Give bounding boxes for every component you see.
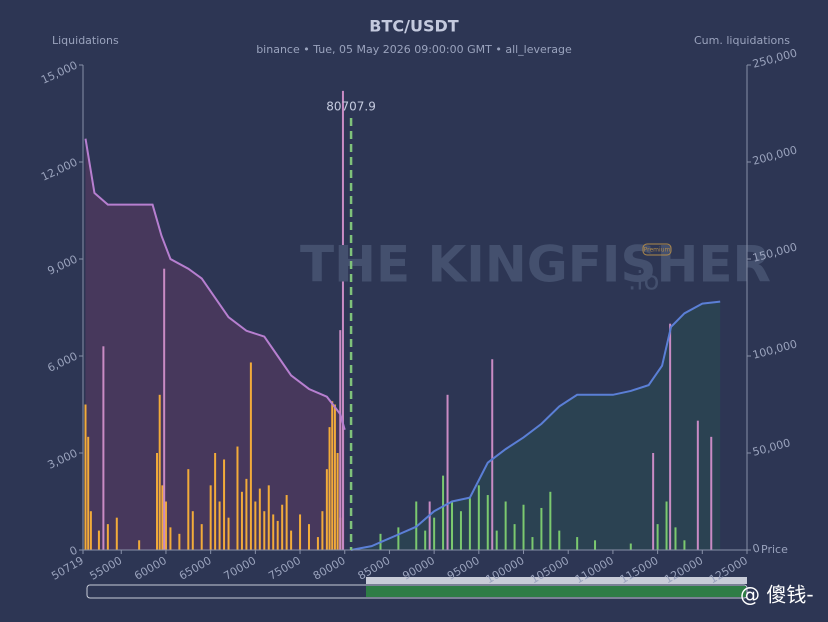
y-axis-label: Liquidations <box>52 34 119 47</box>
y2-axis-label: Cum. liquidations <box>694 34 790 47</box>
bar <box>442 475 445 550</box>
bar <box>115 517 118 550</box>
bar <box>272 514 275 550</box>
bar <box>299 514 302 550</box>
bar <box>710 436 713 550</box>
range-handle[interactable] <box>366 577 747 584</box>
watermark: THE KINGFISHER <box>300 236 771 294</box>
bar <box>665 501 668 550</box>
bar <box>163 268 166 550</box>
x-axis-label: Price <box>761 543 788 556</box>
bar <box>84 404 87 550</box>
range-selection[interactable] <box>366 586 746 597</box>
badge: Premium <box>644 247 671 254</box>
bar <box>254 501 257 550</box>
bar <box>576 537 579 550</box>
bar <box>178 533 181 550</box>
bar <box>339 330 342 550</box>
bar <box>656 524 659 550</box>
bar <box>209 485 212 550</box>
bar <box>245 478 248 550</box>
bar <box>486 495 489 550</box>
bar <box>200 524 203 550</box>
bar <box>433 517 436 550</box>
bar <box>491 359 494 550</box>
cum-line <box>350 300 721 551</box>
bar <box>321 511 324 550</box>
bar <box>594 540 597 550</box>
bar <box>331 401 334 550</box>
bar <box>652 453 655 550</box>
bar <box>218 501 221 550</box>
bar <box>187 469 190 550</box>
bar <box>683 540 686 550</box>
cum-line <box>84 138 346 430</box>
bar <box>161 485 164 550</box>
chart-subtitle: binance • Tue, 05 May 2026 09:00:00 GMT … <box>256 43 572 56</box>
bar <box>549 491 552 550</box>
bar <box>540 507 543 550</box>
bar <box>263 511 266 550</box>
y-tick-label: 0 <box>68 544 80 559</box>
chart-title: BTC/USDT <box>369 17 458 36</box>
bar <box>106 524 109 550</box>
bar <box>97 530 100 550</box>
bar <box>522 504 525 550</box>
watermark-suffix: .io <box>628 267 659 297</box>
bar <box>138 540 141 550</box>
bar <box>281 504 284 550</box>
bar <box>477 485 480 550</box>
bar <box>328 427 331 550</box>
bar <box>451 501 454 550</box>
badge-box <box>642 243 672 256</box>
bar <box>240 491 243 550</box>
bar <box>227 517 230 550</box>
bar <box>428 501 431 550</box>
bar <box>87 436 90 550</box>
bar <box>223 459 226 550</box>
bar <box>336 453 339 550</box>
bar <box>696 420 699 550</box>
bar <box>325 469 328 550</box>
bar <box>249 362 252 550</box>
bar <box>468 498 471 550</box>
bar <box>156 453 159 550</box>
bar <box>169 527 172 550</box>
bar <box>424 530 427 550</box>
bar <box>307 524 310 550</box>
bar <box>236 446 239 550</box>
bar <box>495 530 498 550</box>
current-price-label: 80707.9 <box>326 100 376 114</box>
bar <box>669 323 672 550</box>
bar <box>285 495 288 550</box>
bar <box>531 537 534 550</box>
bar <box>158 394 161 550</box>
bar <box>276 520 279 550</box>
bar <box>341 90 344 550</box>
credit: @ 傻钱- <box>740 583 814 607</box>
bar <box>446 394 449 550</box>
bar <box>674 527 677 550</box>
cum-area <box>85 138 345 550</box>
bar <box>629 543 632 550</box>
bar <box>316 537 319 550</box>
bar <box>504 501 507 550</box>
cum-area <box>351 301 721 550</box>
bar <box>397 527 400 550</box>
plot <box>84 90 721 551</box>
bar <box>89 511 92 550</box>
bar <box>459 511 462 550</box>
bar <box>290 530 293 550</box>
bar <box>191 511 194 550</box>
bar <box>102 346 105 550</box>
bar <box>513 524 516 550</box>
bar <box>258 488 261 550</box>
bar <box>214 453 217 550</box>
bar <box>558 530 561 550</box>
bar <box>164 501 167 550</box>
y2-tick-label: 0 <box>751 541 761 555</box>
bar <box>333 404 336 550</box>
bar <box>267 485 270 550</box>
